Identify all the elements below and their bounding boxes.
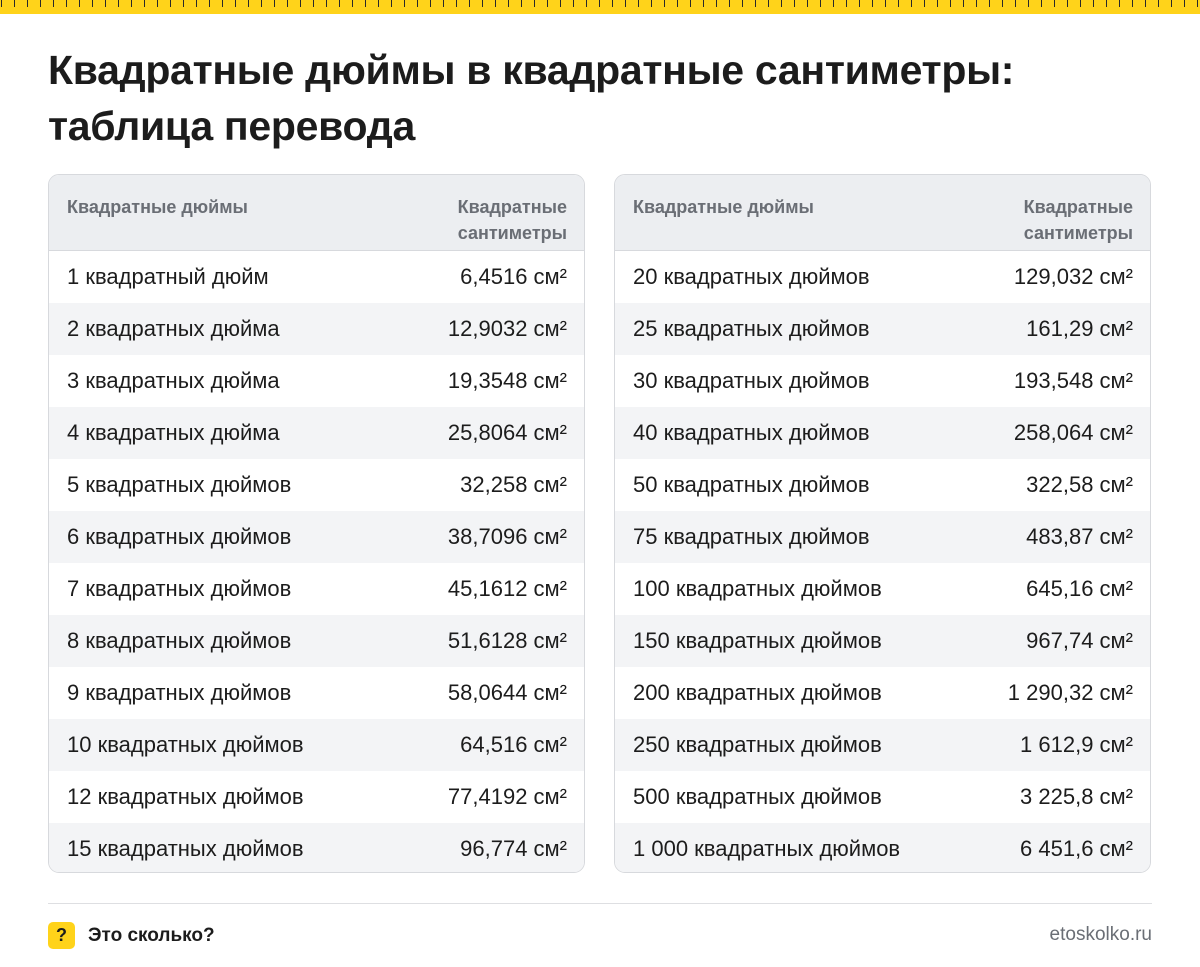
cell-cm: 645,16 см² <box>1026 576 1133 601</box>
cell-inches: 500 квадратных дюймов <box>633 784 882 809</box>
page-title: Квадратные дюймы в квадратные сантиметры… <box>48 47 1015 149</box>
cell-inches: 3 квадратных дюйма <box>67 368 280 393</box>
cell-cm: 193,548 см² <box>1013 368 1133 393</box>
cell-inches: 12 квадратных дюймов <box>67 784 304 809</box>
cell-inches: 2 квадратных дюйма <box>67 316 280 341</box>
table-row: 15 квадратных дюймов 96,774 см² <box>49 823 584 872</box>
table-row: 4 квадратных дюйма 25,8064 см² <box>49 407 584 459</box>
column-header-inches: Квадратные дюймы <box>633 197 814 217</box>
cell-inches: 6 квадратных дюймов <box>67 524 292 549</box>
table-row: 25 квадратных дюймов 161,29 см² <box>615 303 1150 355</box>
cell-inches: 200 квадратных дюймов <box>633 680 882 705</box>
table-row: 12 квадратных дюймов 77,4192 см² <box>49 771 584 823</box>
cell-cm: 258,064 см² <box>1013 420 1133 445</box>
cell-inches: 1 квадратный дюйм <box>67 264 269 289</box>
table-row: 50 квадратных дюймов 322,58 см² <box>615 459 1150 511</box>
cell-inches: 250 квадратных дюймов <box>633 732 882 757</box>
table-row: 3 квадратных дюйма 19,3548 см² <box>49 355 584 407</box>
cell-inches: 10 квадратных дюймов <box>67 732 304 757</box>
cell-inches: 8 квадратных дюймов <box>67 628 292 653</box>
cell-cm: 32,258 см² <box>460 472 567 497</box>
table-row: 1 квадратный дюйм 6,4516 см² <box>49 251 584 303</box>
cell-cm: 58,0644 см² <box>447 680 567 705</box>
footer-divider <box>48 903 1152 904</box>
cell-cm: 1 290,32 см² <box>1007 680 1133 705</box>
cell-cm: 64,516 см² <box>460 732 567 757</box>
cell-inches: 9 квадратных дюймов <box>67 680 292 705</box>
cell-cm: 19,3548 см² <box>447 368 567 393</box>
cell-cm: 1 612,9 см² <box>1020 732 1133 757</box>
table-header: Квадратные дюймы Квадратные сантиметры <box>49 175 584 251</box>
cell-cm: 38,7096 см² <box>447 524 567 549</box>
table-row: 8 квадратных дюймов 51,6128 см² <box>49 615 584 667</box>
site-url: etoskolko.ru <box>1049 924 1152 945</box>
table-row: 5 квадратных дюймов 32,258 см² <box>49 459 584 511</box>
cell-inches: 75 квадратных дюймов <box>633 524 870 549</box>
cell-cm: 3 225,8 см² <box>1020 784 1133 809</box>
cell-inches: 150 квадратных дюймов <box>633 628 882 653</box>
cell-inches: 1 000 квадратных дюймов <box>633 836 901 861</box>
table-row: 2 квадратных дюйма 12,9032 см² <box>49 303 584 355</box>
table-row: 20 квадратных дюймов 129,032 см² <box>615 251 1150 303</box>
table-row: 100 квадратных дюймов 645,16 см² <box>615 563 1150 615</box>
cell-inches: 25 квадратных дюймов <box>633 316 870 341</box>
cell-inches: 15 квадратных дюймов <box>67 836 304 861</box>
table-row: 250 квадратных дюймов 1 612,9 см² <box>615 719 1150 771</box>
table-row: 10 квадратных дюймов 64,516 см² <box>49 719 584 771</box>
cell-inches: 50 квадратных дюймов <box>633 472 870 497</box>
ruler-band <box>0 7 1200 14</box>
brand-name: Это сколько? <box>88 924 215 946</box>
conversion-table-left: Квадратные дюймы Квадратные сантиметры 1… <box>48 174 585 873</box>
cell-inches: 7 квадратных дюймов <box>67 576 292 601</box>
table-row: 75 квадратных дюймов 483,87 см² <box>615 511 1150 563</box>
table-row: 30 квадратных дюймов 193,548 см² <box>615 355 1150 407</box>
table-row: 1 000 квадратных дюймов 6 451,6 см² <box>615 823 1150 872</box>
column-header-cm: Квадратные сантиметры <box>1023 197 1133 243</box>
cell-cm: 12,9032 см² <box>447 316 567 341</box>
cell-cm: 6 451,6 см² <box>1020 836 1133 861</box>
cell-cm: 483,87 см² <box>1026 524 1133 549</box>
cell-cm: 96,774 см² <box>460 836 567 861</box>
table-row: 500 квадратных дюймов 3 225,8 см² <box>615 771 1150 823</box>
cell-cm: 6,4516 см² <box>460 264 567 289</box>
table-header: Квадратные дюймы Квадратные сантиметры <box>615 175 1150 251</box>
cell-cm: 322,58 см² <box>1026 472 1133 497</box>
table-row: 150 квадратных дюймов 967,74 см² <box>615 615 1150 667</box>
cell-cm: 129,032 см² <box>1013 264 1133 289</box>
question-mark-icon: ? <box>48 922 75 949</box>
cell-cm: 161,29 см² <box>1026 316 1133 341</box>
cell-inches: 100 квадратных дюймов <box>633 576 882 601</box>
column-header-cm: Квадратные сантиметры <box>457 197 567 243</box>
cell-cm: 51,6128 см² <box>447 628 567 653</box>
cell-inches: 40 квадратных дюймов <box>633 420 870 445</box>
cell-cm: 77,4192 см² <box>447 784 567 809</box>
table-row: 200 квадратных дюймов 1 290,32 см² <box>615 667 1150 719</box>
column-header-inches: Квадратные дюймы <box>67 197 248 217</box>
conversion-table-right: Квадратные дюймы Квадратные сантиметры 2… <box>614 174 1151 873</box>
table-row: 7 квадратных дюймов 45,1612 см² <box>49 563 584 615</box>
cell-inches: 30 квадратных дюймов <box>633 368 870 393</box>
table-row: 6 квадратных дюймов 38,7096 см² <box>49 511 584 563</box>
brand-logo: ? Это сколько? <box>48 922 215 949</box>
table-body: 1 квадратный дюйм 6,4516 см² 2 квадратных… <box>49 251 584 872</box>
cell-cm: 45,1612 см² <box>447 576 567 601</box>
table-body: 20 квадратных дюймов 129,032 см² 25 квадр… <box>615 251 1150 872</box>
cell-inches: 4 квадратных дюйма <box>67 420 280 445</box>
cell-cm: 967,74 см² <box>1026 628 1133 653</box>
table-row: 9 квадратных дюймов 58,0644 см² <box>49 667 584 719</box>
cell-inches: 20 квадратных дюймов <box>633 264 870 289</box>
cell-cm: 25,8064 см² <box>447 420 567 445</box>
table-row: 40 квадратных дюймов 258,064 см² <box>615 407 1150 459</box>
cell-inches: 5 квадратных дюймов <box>67 472 292 497</box>
